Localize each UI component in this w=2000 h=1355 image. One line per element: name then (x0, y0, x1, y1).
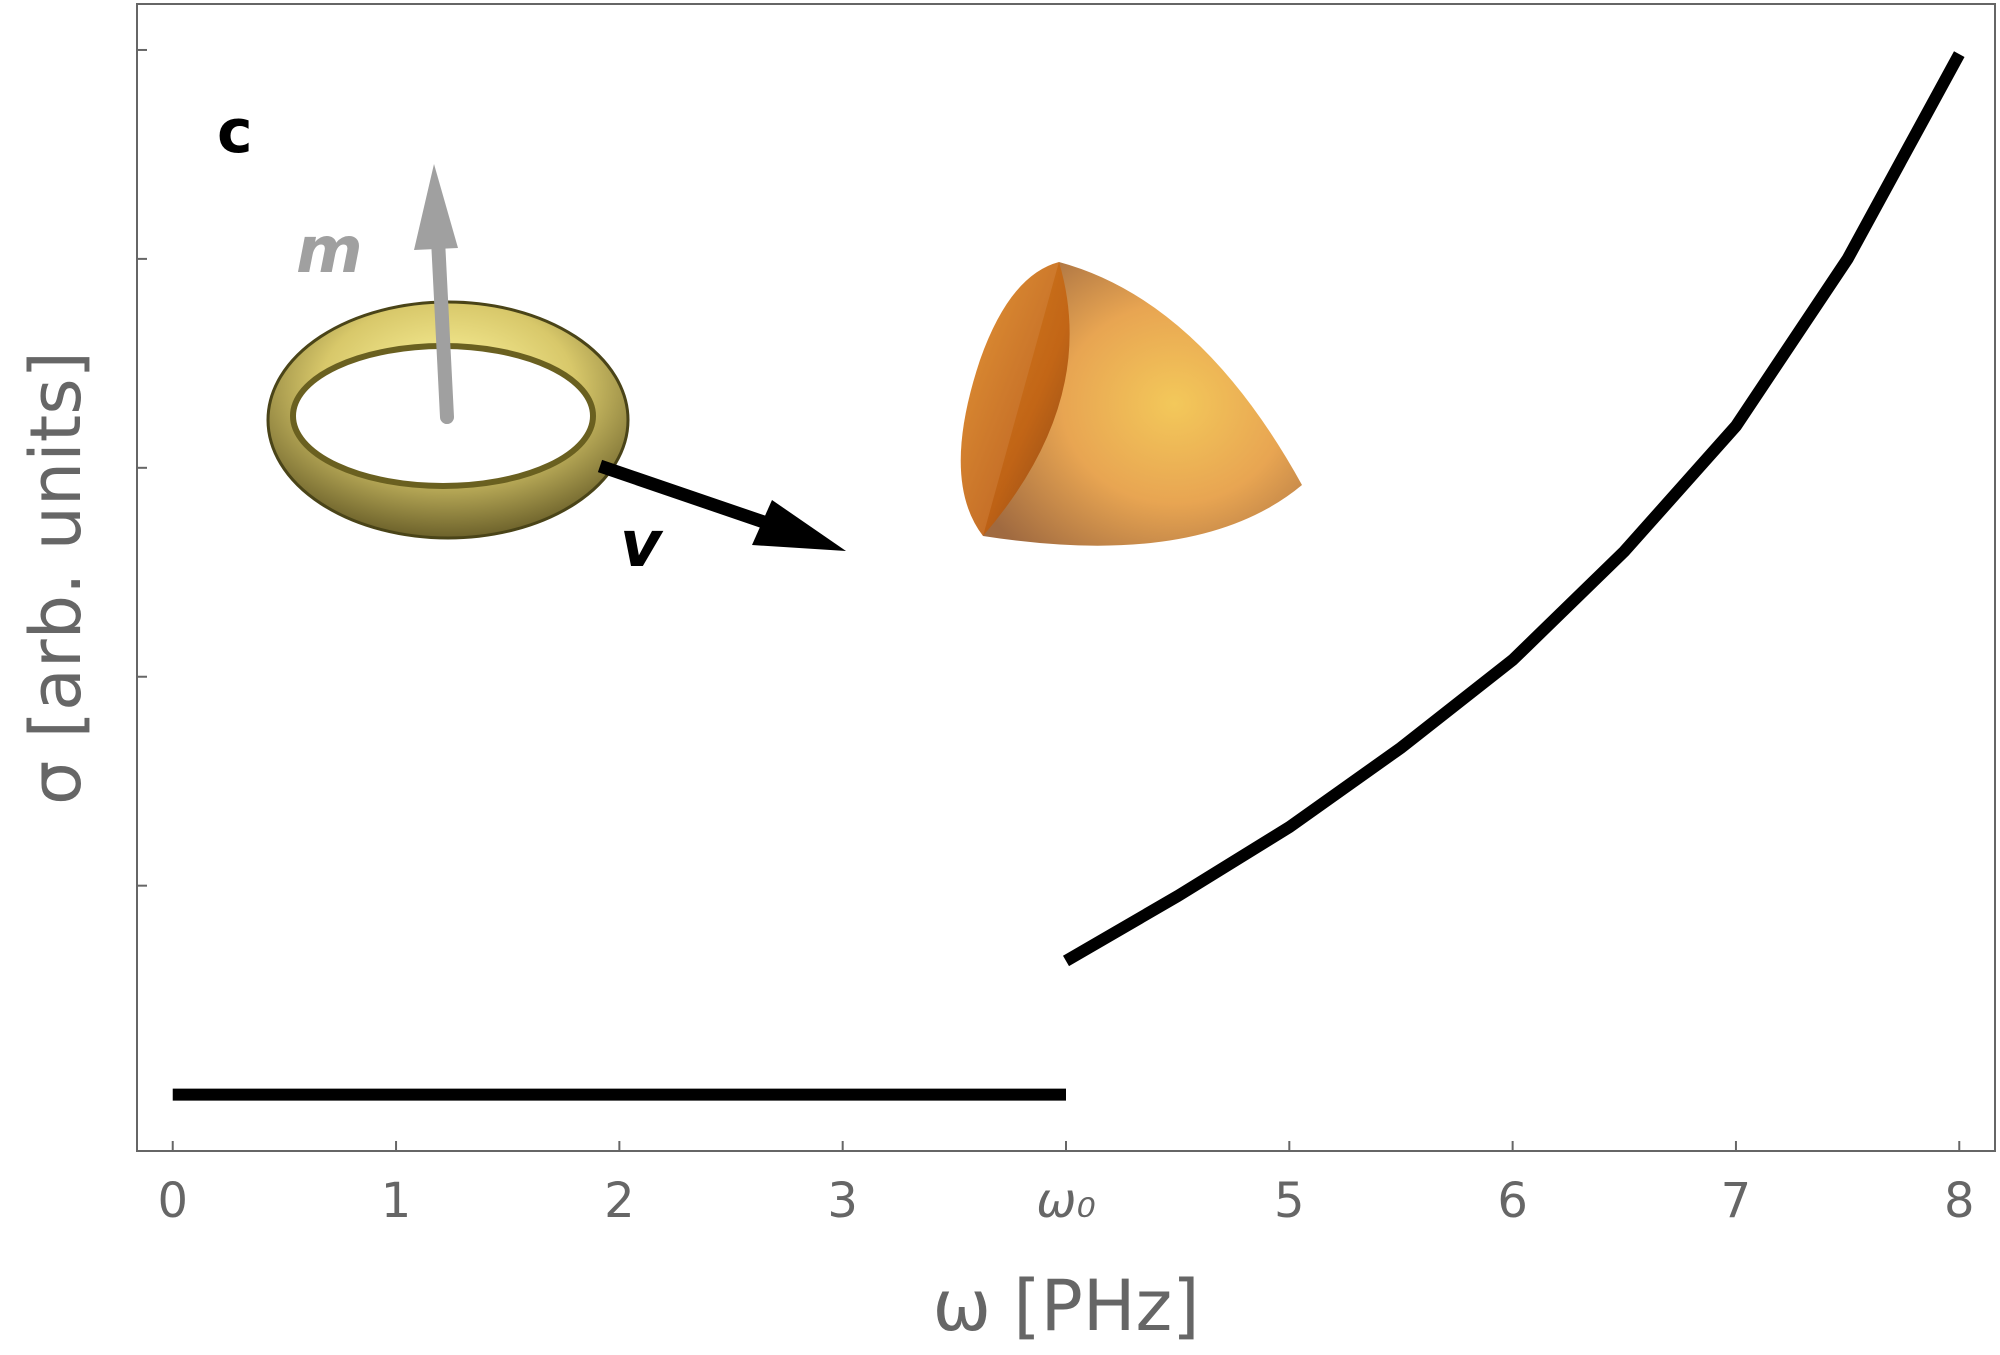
x-tick-label: 1 (381, 1173, 412, 1229)
panel-label: c (217, 97, 253, 167)
x-tick-label: 8 (1944, 1173, 1975, 1229)
cone-illustration (960, 262, 1302, 546)
m-label: m (296, 214, 363, 288)
m-arrow (414, 164, 458, 424)
x-axis-label: ω [PHz] (932, 1265, 1199, 1347)
v-label: v (620, 508, 664, 582)
v-arrow (597, 459, 846, 551)
plot-frame (136, 3, 1996, 1152)
x-tick-label: 7 (1721, 1173, 1752, 1229)
x-tick-label: 5 (1274, 1173, 1305, 1229)
line-series (1062, 51, 1965, 967)
x-tick-label: 2 (604, 1173, 635, 1229)
x-tick-label: 6 (1497, 1173, 1528, 1229)
x-tick-label: 3 (827, 1173, 858, 1229)
x-tick-label: 0 (157, 1173, 188, 1229)
x-tick-label: ω₀ (1036, 1173, 1095, 1229)
y-axis-label: σ [arb. units] (15, 351, 97, 805)
